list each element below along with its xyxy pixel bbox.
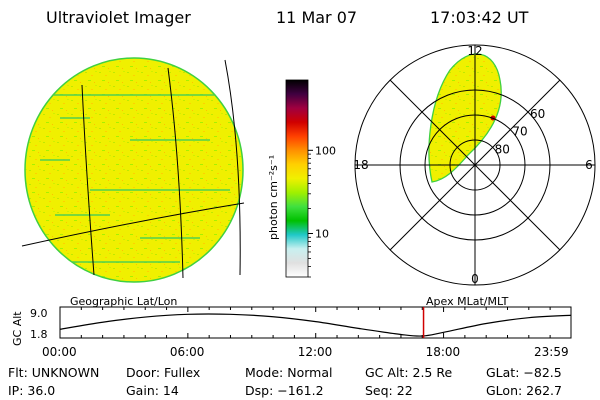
glon-label: GLon: 262.7 bbox=[486, 383, 562, 398]
colorbar-tick-label: 100 bbox=[315, 144, 336, 157]
seq-label: Seq: 22 bbox=[365, 383, 413, 398]
mlt-spoke bbox=[474, 79, 561, 166]
dsp-label: Dsp: −161.2 bbox=[245, 383, 324, 398]
projection-left-label: Geographic Lat/Lon bbox=[70, 295, 178, 308]
y-tick-top: 9.0 bbox=[30, 307, 48, 320]
ip-label: IP: 36.0 bbox=[8, 383, 56, 398]
altitude-line bbox=[59, 313, 572, 337]
mlt-spoke bbox=[389, 79, 476, 166]
time-label: 17:03:42 UT bbox=[430, 8, 529, 27]
mode-label: Mode: Normal bbox=[245, 365, 333, 380]
earth-disk bbox=[24, 57, 244, 283]
y-tick-bottom: 1.8 bbox=[30, 328, 48, 341]
door-label: Door: Fullex bbox=[126, 365, 201, 380]
y-axis-label: GC Alt bbox=[11, 311, 24, 346]
mlt-label: 0 bbox=[471, 272, 479, 286]
x-tick-label: 18:00 bbox=[425, 345, 461, 359]
lat-label: 80 bbox=[495, 142, 510, 156]
lat-lon-grid bbox=[21, 59, 245, 279]
mlt-spoke bbox=[389, 164, 476, 251]
x-tick-label: 06:00 bbox=[169, 345, 205, 359]
x-tick-label: 12:00 bbox=[297, 345, 333, 359]
x-tick-label: 00:00 bbox=[42, 345, 77, 359]
mlt-label: 18 bbox=[353, 158, 368, 172]
colorbar-scale bbox=[285, 79, 309, 278]
gc-alt-label: GC Alt: 2.5 Re bbox=[365, 365, 453, 380]
gain-label: Gain: 14 bbox=[126, 383, 179, 398]
auroral-region bbox=[428, 53, 502, 183]
x-tick-label: 23:59 bbox=[534, 345, 569, 359]
projection-right-label: Apex MLat/MLT bbox=[426, 295, 509, 308]
scan-streaks bbox=[30, 94, 240, 263]
colorbar-tick-label: 10 bbox=[315, 227, 329, 240]
instrument-title: Ultraviolet Imager bbox=[46, 8, 191, 27]
mlt-label: 12 bbox=[467, 44, 482, 58]
mlt-spoke bbox=[474, 164, 561, 251]
mlt-label: 6 bbox=[585, 158, 593, 172]
lat-label: 60 bbox=[530, 107, 545, 121]
date-label: 11 Mar 07 bbox=[276, 8, 358, 27]
flight-label: Flt: UNKNOWN bbox=[8, 365, 100, 380]
lat-label: 70 bbox=[512, 125, 527, 139]
glat-label: GLat: −82.5 bbox=[486, 365, 562, 380]
